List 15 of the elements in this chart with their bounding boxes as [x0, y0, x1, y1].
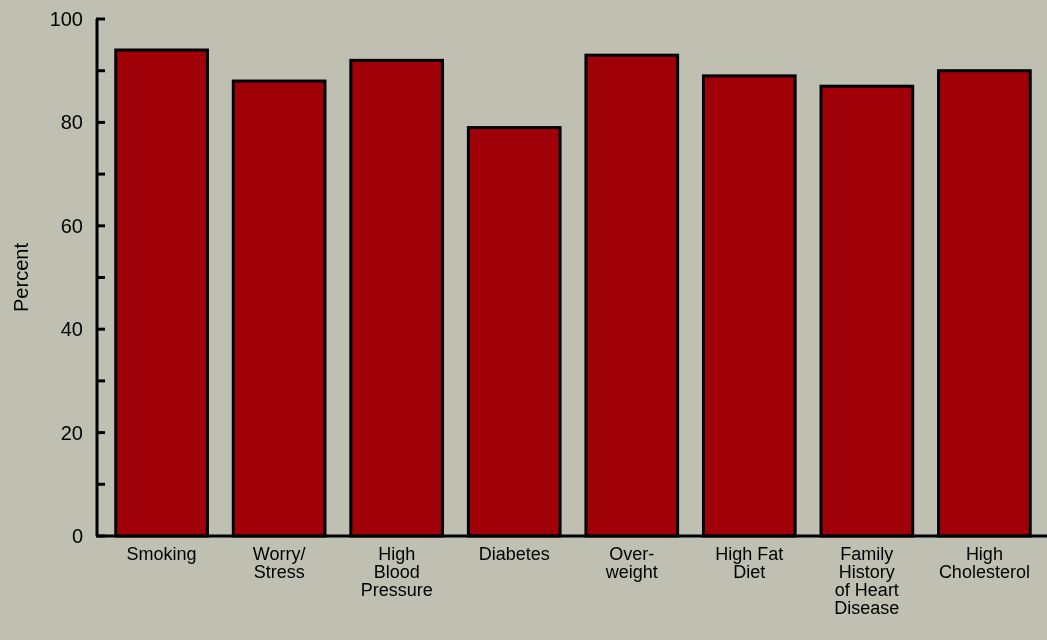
x-tick-label: High Cholesterol: [938, 544, 1030, 582]
x-tick-label: High Blood Pressure: [360, 544, 433, 600]
y-tick-label: 80: [60, 111, 83, 134]
y-axis-title: Percent: [10, 242, 32, 312]
y-tick-label: 100: [49, 8, 83, 30]
x-tick-label: Family History of Heart Disease: [834, 544, 900, 618]
y-tick-label: 60: [60, 214, 83, 237]
x-tick-label: Diabetes: [478, 544, 550, 564]
x-tick-label: High Fat Diet: [715, 544, 784, 582]
y-tick-label: 40: [60, 318, 83, 341]
y-tick-label: 0: [71, 525, 83, 547]
x-tick-label: Smoking: [126, 544, 197, 564]
x-tick-label: Worry/ Stress: [252, 544, 306, 582]
y-tick-label: 20: [60, 421, 83, 444]
x-tick-label: Over- weight: [604, 544, 658, 582]
